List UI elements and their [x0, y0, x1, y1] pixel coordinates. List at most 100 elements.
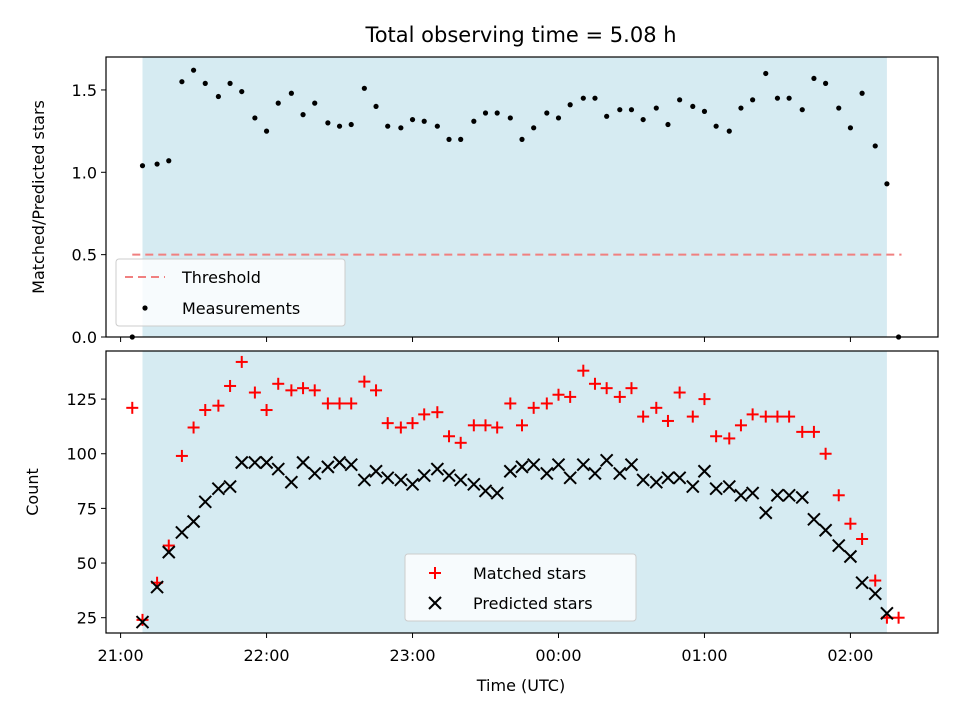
matched-stars-point [759, 410, 772, 423]
ratio-panel-frame [105, 56, 939, 338]
measurement-point [215, 93, 221, 100]
predicted-stars-point [467, 477, 481, 492]
predicted-stars-point [782, 488, 796, 502]
measurement-point [263, 128, 270, 134]
measurement-point [373, 103, 379, 110]
predicted-stars-point [308, 466, 322, 481]
matched-stars-point [856, 533, 869, 545]
predicted-stars-point [442, 468, 456, 483]
predicted-stars-point [599, 453, 614, 468]
measurement-point [872, 143, 878, 149]
matched-stars-point [783, 410, 796, 423]
matched-stars-point [321, 397, 334, 410]
measurement-point [202, 80, 208, 86]
matched-stars-point [333, 397, 346, 410]
matched-stars-point [358, 375, 371, 388]
matched-stars-point [162, 539, 175, 552]
measurement-point [640, 116, 646, 123]
measurements-legend-swatch [142, 305, 148, 311]
ratio-panel: 0.0 0.5 1.0 1.5 Matched/Predicted stars Thr… [29, 56, 939, 347]
measurement-point [348, 121, 354, 128]
ratio-panel-y-tick-label: 0.5 [72, 246, 97, 265]
ratio-panel-y-label: Matched/Predicted stars [29, 100, 48, 294]
matched-stars-point [650, 401, 663, 414]
count-panel-legend: Matched stars Predicted stars [404, 553, 637, 622]
predicted-stars-point [321, 460, 335, 474]
measurement-point [446, 136, 452, 142]
predicted-stars-point [186, 514, 201, 529]
predicted-stars-legend-swatch [428, 596, 442, 610]
measurement-point [471, 118, 477, 124]
measurement-point [786, 95, 792, 101]
predicted-stars-point [770, 488, 785, 502]
matched-stars-point [406, 417, 419, 430]
predicted-stars-point [540, 466, 554, 481]
predicted-stars-point [661, 471, 675, 485]
measurement-point [701, 108, 708, 114]
measurement-point [166, 158, 172, 164]
measurement-point [713, 123, 719, 129]
predicted-stars-point [759, 506, 773, 520]
count-panel: 25 50 75 100 125 21:00 22:00 23:00 00:00 01:00 02… [23, 350, 939, 695]
matched-stars-legend-swatch [429, 567, 441, 579]
count-panel-frame [105, 350, 939, 634]
matched-stars-point [504, 397, 517, 410]
predicted-stars-legend-label: Predicted stars [473, 594, 593, 613]
matched-stars-point [467, 419, 480, 432]
matched-stars-point [187, 421, 200, 434]
matched-stars-point [235, 355, 248, 368]
predicted-stars-point [709, 482, 723, 496]
predicted-stars-point [235, 455, 249, 470]
matched-stars-point [297, 382, 310, 395]
measurement-point [398, 125, 404, 131]
measurement-point [227, 80, 233, 86]
matched-stars-point [892, 611, 905, 624]
ratio-panel-y-tick-label: 1.5 [72, 81, 97, 100]
matched-stars-point [577, 364, 590, 377]
predicted-stars-point [588, 466, 602, 481]
x-tick-label: 21:00 [98, 646, 144, 665]
predicted-stars-point [417, 468, 431, 483]
x-tick-label: 02:00 [827, 646, 873, 665]
predicted-stars-point [296, 455, 310, 470]
measurements-legend-label: Measurements [182, 299, 300, 318]
ratio-panel-y-tick-label: 1.0 [72, 163, 97, 182]
measurement-point [519, 136, 525, 142]
measurement-point [494, 110, 500, 116]
predicted-stars-point [526, 457, 541, 472]
count-panel-y-tick-label: 25 [77, 609, 97, 628]
matched-stars-point [248, 386, 261, 399]
measurement-point [239, 88, 245, 95]
predicted-stars-point [807, 512, 821, 527]
measurement-point [799, 107, 805, 113]
matched-stars-point [381, 417, 394, 430]
measurement-point [179, 79, 185, 85]
matched-stars-point [199, 404, 212, 417]
matched-stars-point [673, 386, 686, 399]
matched-stars-point [418, 408, 431, 421]
measurement-point [421, 118, 427, 124]
measurement-point [628, 107, 635, 113]
measurement-point [604, 113, 610, 119]
measurement-point [190, 67, 197, 73]
threshold-legend-label: Threshold [181, 268, 261, 287]
ratio-panel-y-tick-label: 0.0 [72, 328, 97, 347]
matched-stars-point [260, 404, 273, 417]
predicted-stars-point [381, 471, 395, 485]
chart-title: Total observing time = 5.08 h [364, 23, 676, 47]
matched-stars-legend-label: Matched stars [473, 564, 586, 583]
predicted-stars-point [248, 455, 262, 470]
predicted-stars-point [357, 473, 372, 487]
measurement-point [555, 115, 562, 121]
count-panel-y-tick-label: 100 [66, 445, 97, 464]
matched-stars-point [710, 430, 723, 443]
measurement-point [325, 120, 331, 126]
matched-stars-point [625, 382, 638, 395]
matched-stars-point [661, 414, 674, 427]
measurement-point [458, 136, 464, 142]
matched-stars-point [285, 384, 298, 397]
matched-stars-point [126, 401, 139, 414]
matched-stars-point [637, 410, 650, 423]
measurement-point [409, 116, 416, 123]
predicted-stars-point [855, 576, 869, 590]
